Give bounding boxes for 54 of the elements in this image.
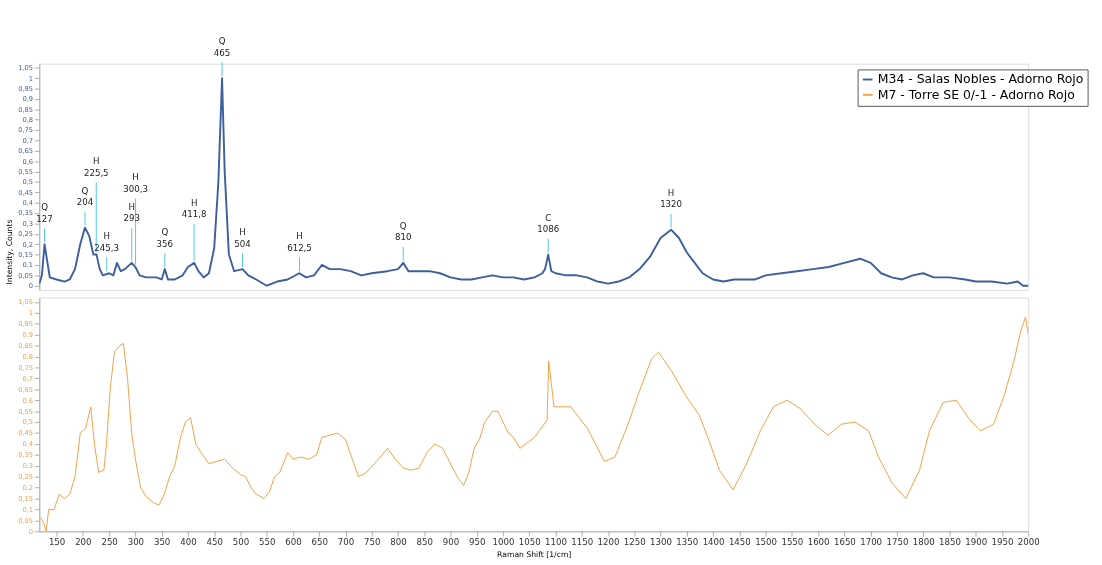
- annotation: H 1320: [660, 187, 683, 210]
- annotation: H 612,5: [287, 231, 312, 253]
- x-tick-label: 550: [258, 537, 276, 548]
- x-tick-label: 1900: [965, 537, 988, 548]
- x-tick-label: 1600: [807, 537, 830, 548]
- x-tick-label: 700: [337, 537, 355, 548]
- y-axis-title: Intensity, Counts: [5, 219, 15, 285]
- annotation: H 225,5: [83, 156, 109, 178]
- x-tick-label: 1150: [571, 537, 594, 548]
- x-tick-label: 1750: [886, 537, 909, 548]
- x-tick-label: 200: [75, 537, 92, 548]
- x-tick-label: 1850: [938, 537, 961, 548]
- x-tick-label: 250: [101, 537, 118, 548]
- x-tick-label: 900: [442, 537, 460, 548]
- x-tick-label: 1200: [597, 537, 620, 548]
- annotation: C 1086: [537, 212, 560, 235]
- x-tick-label: 1550: [781, 537, 804, 548]
- x-tick-label: 1450: [728, 537, 751, 548]
- x-tick-label: 1800: [912, 537, 935, 548]
- x-tick-label: 300: [127, 537, 145, 548]
- annotation: Q 356: [156, 227, 174, 249]
- x-tick-label: 150: [48, 537, 66, 548]
- x-tick-label: 950: [469, 537, 486, 548]
- x-tick-label: 1100: [545, 537, 567, 548]
- x-tick-label: 800: [390, 537, 407, 548]
- x-tick-label: 500: [232, 537, 250, 548]
- annotation: Q 204: [76, 185, 94, 208]
- x-tick-label: 1350: [676, 537, 699, 548]
- x-tick-label: 350: [153, 537, 171, 548]
- x-tick-label: 1500: [755, 537, 778, 548]
- x-tick-label: 1400: [702, 537, 725, 548]
- x-tick-label: 1950: [991, 537, 1014, 548]
- legend-label: M7 - Torre SE 0/-1 - Adorno Rojo: [877, 86, 1075, 102]
- x-tick-label: 1250: [623, 537, 646, 548]
- annotation: H 504: [234, 227, 251, 249]
- x-tick-label: 850: [416, 537, 433, 548]
- annotation: Q 465: [213, 36, 231, 58]
- annotation: H 411,8: [181, 197, 207, 220]
- annotation: H 300,3: [123, 172, 148, 194]
- x-tick-label: 750: [363, 537, 381, 548]
- x-axis-title: Raman Shift [1/cm]: [497, 549, 572, 559]
- x-tick-label: 1050: [518, 537, 541, 548]
- x-tick-label: 650: [311, 537, 328, 548]
- x-tick-label: 450: [206, 537, 223, 548]
- x-tick-label: 1300: [650, 537, 673, 548]
- x-tick-label: 1700: [860, 537, 883, 548]
- x-tick-label: 600: [285, 537, 302, 548]
- legend-label: M34 - Salas Nobles - Adorno Rojo: [877, 71, 1084, 87]
- annotation: Q 127: [36, 202, 53, 224]
- x-tick-label: 1000: [492, 537, 515, 548]
- x-tick-label: 1650: [833, 537, 856, 548]
- annotation: Q 810: [395, 220, 412, 243]
- x-tick-label: 2000: [1017, 537, 1040, 548]
- x-tick-label: 400: [180, 537, 197, 548]
